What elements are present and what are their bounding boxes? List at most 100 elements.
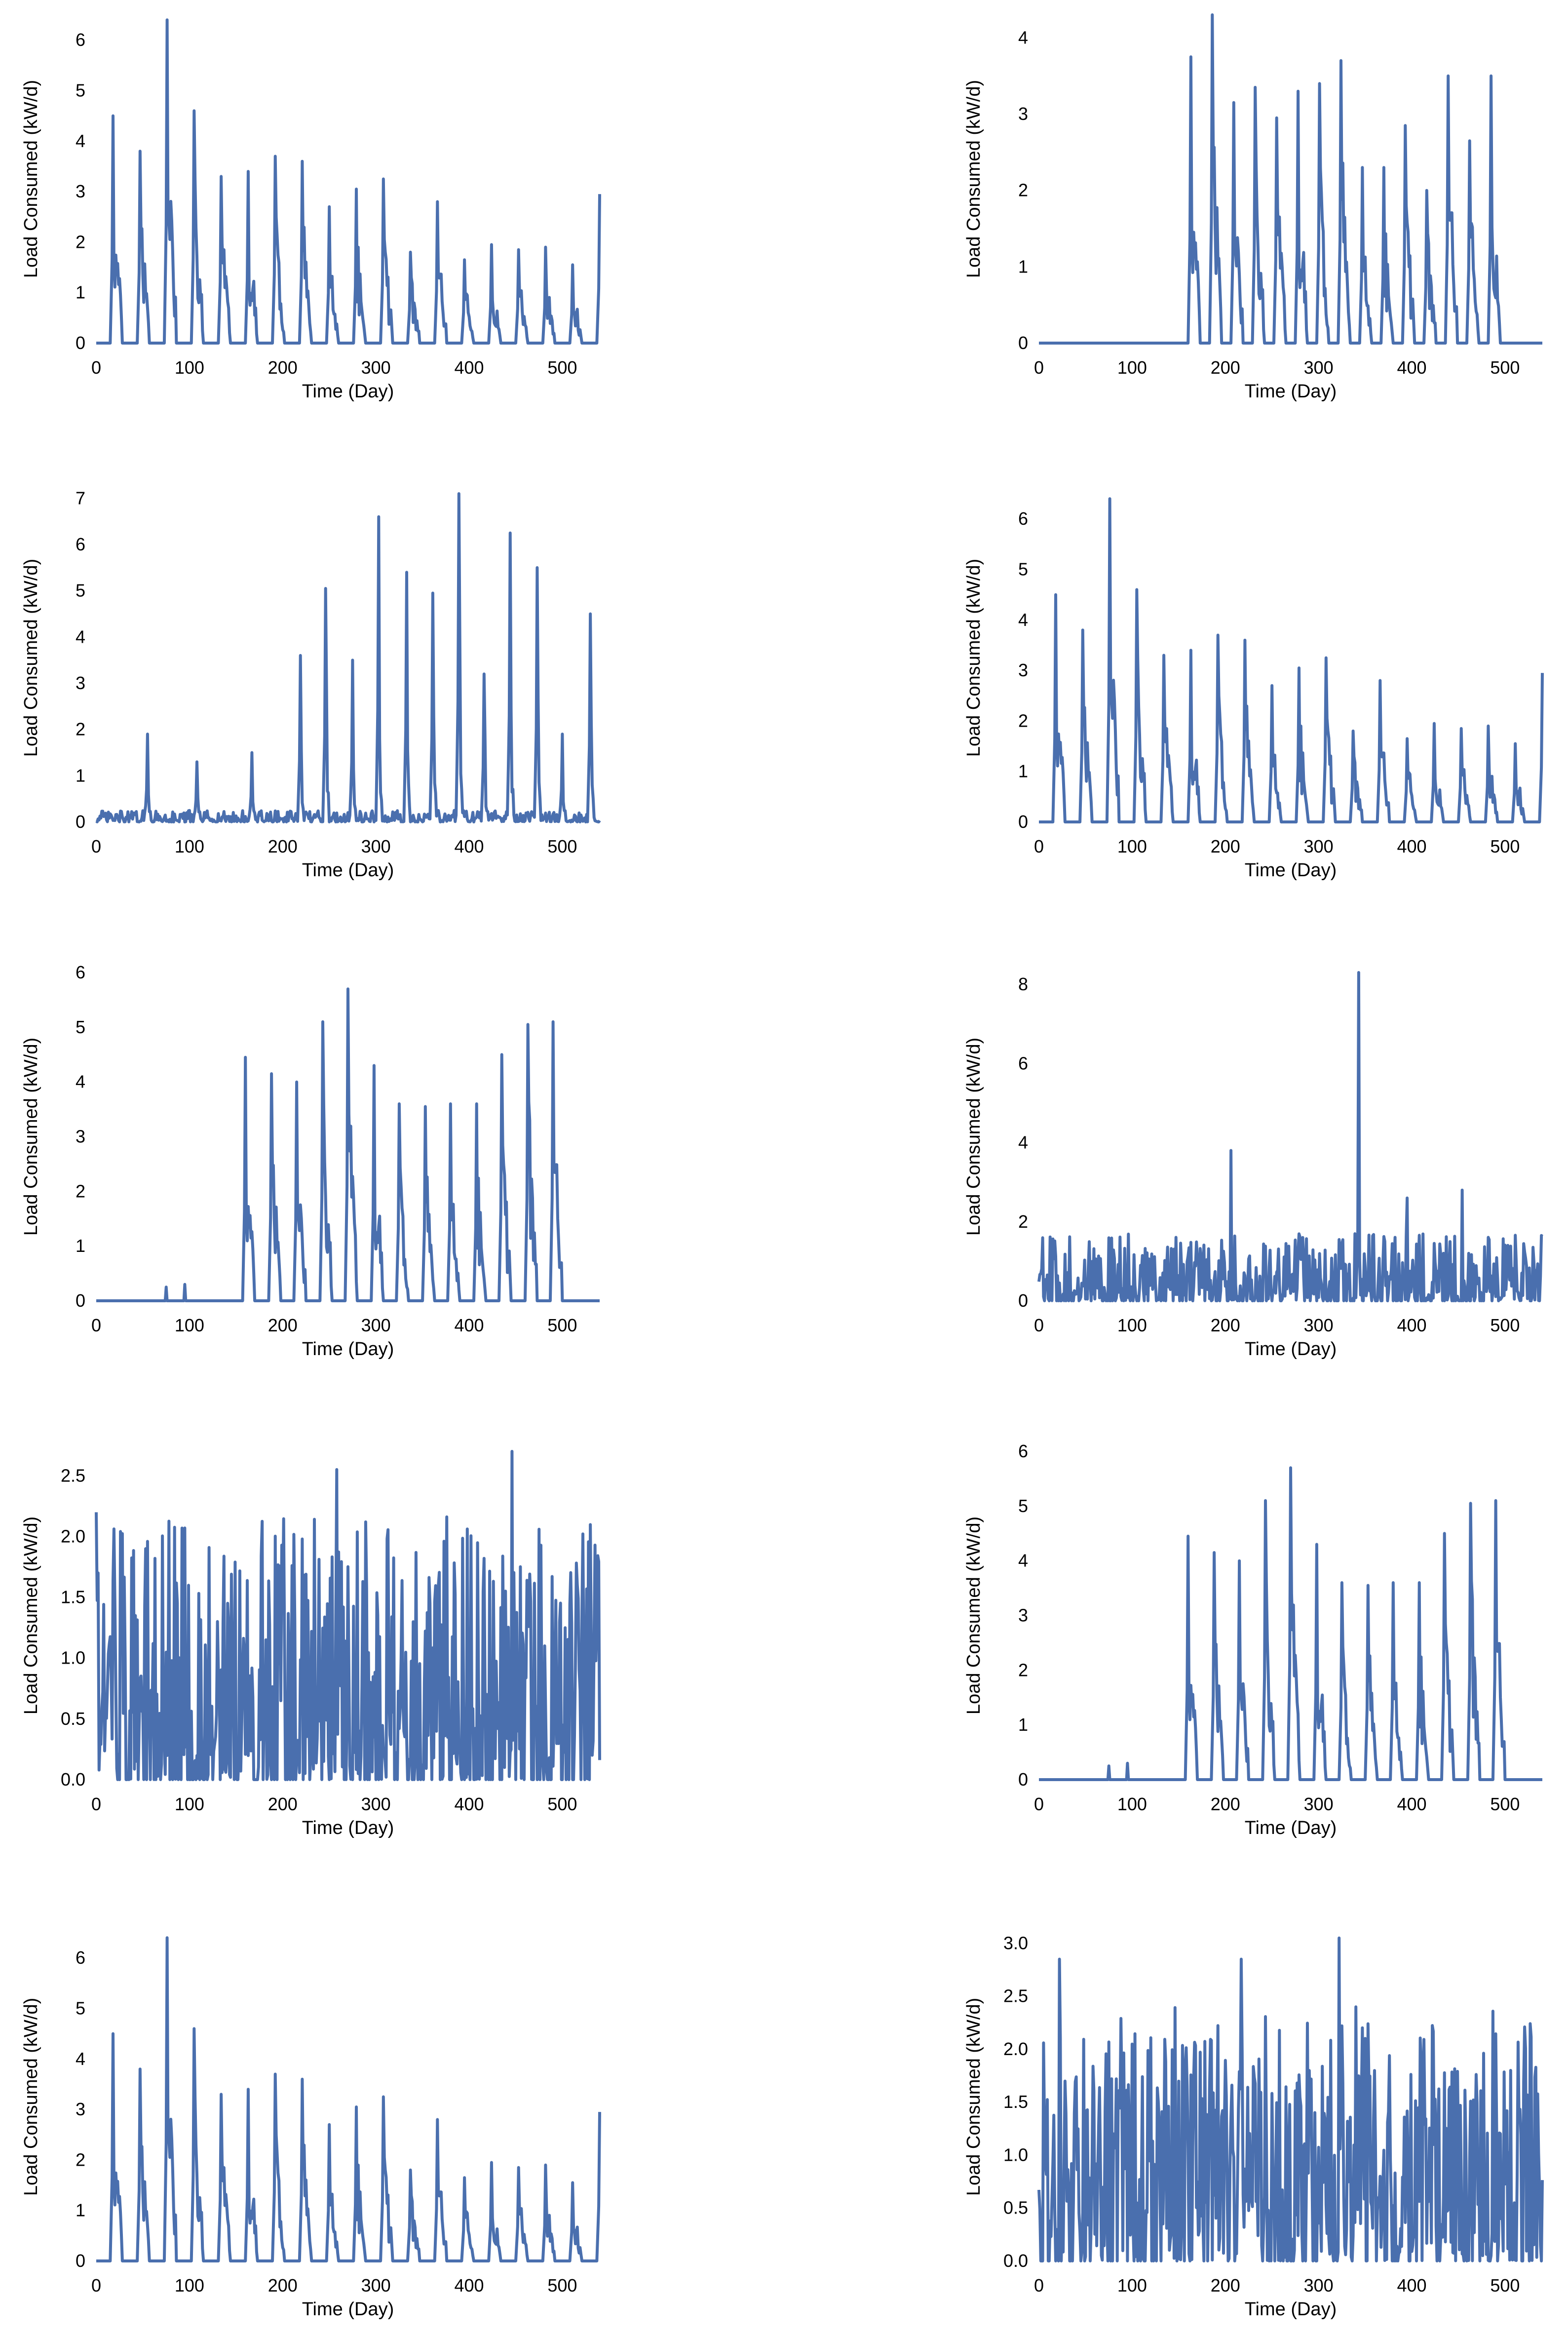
- x-tick-label: 300: [361, 1315, 391, 1335]
- x-tick-label: 400: [455, 836, 484, 856]
- y-tick-label: 1: [1018, 1714, 1028, 1735]
- y-tick-label: 0.5: [1003, 2198, 1028, 2218]
- y-axis-label: Load Consumed (kW/d): [21, 1998, 41, 2196]
- x-tick-label: 500: [547, 836, 577, 856]
- y-tick-label: 5: [76, 581, 85, 601]
- x-tick-label: 200: [268, 357, 298, 378]
- chart-panel-2: 0 1 2 3 4 0 100 200 300 400 500 Time (Day) Load Cons…: [963, 13, 1543, 402]
- y-tick-label: 5: [1018, 1496, 1028, 1516]
- y-tick-label: 0: [76, 812, 85, 832]
- x-tick-label: 0: [1034, 1315, 1044, 1335]
- x-tick-label: 0: [1034, 836, 1044, 856]
- y-tick-label: 4: [76, 626, 85, 647]
- y-tick-label: 3: [1018, 104, 1028, 124]
- y-tick-label: 2: [76, 719, 85, 739]
- x-tick-label: 0: [1034, 2275, 1044, 2296]
- series-line: [1038, 1466, 1543, 1781]
- x-tick-label: 100: [1117, 1315, 1147, 1335]
- y-axis-label: Load Consumed (kW/d): [963, 1038, 984, 1236]
- y-tick-label: 1: [76, 2200, 85, 2220]
- series-line: [1038, 497, 1544, 823]
- y-tick-label: 4: [1018, 610, 1028, 630]
- y-tick-label: 2.5: [1003, 1986, 1028, 2006]
- x-axis-label: Time (Day): [302, 2299, 394, 2320]
- y-tick-label: 2.0: [1003, 2039, 1028, 2059]
- y-tick-label: 0: [1018, 333, 1028, 353]
- x-tick-label: 500: [1490, 836, 1520, 856]
- x-axis-label: Time (Day): [1245, 860, 1337, 881]
- series-line: [95, 987, 601, 1302]
- chart-panel-8: 0 1 2 3 4 5 6 0 100 200 300 400 500 Time (Day) Load Co…: [963, 1441, 1543, 1838]
- x-tick-label: 200: [268, 1315, 298, 1335]
- y-tick-label: 0: [1018, 812, 1028, 832]
- x-axis-label: Time (Day): [302, 860, 394, 881]
- x-axis-label: Time (Day): [1245, 381, 1337, 402]
- y-axis-label: Load Consumed (kW/d): [963, 80, 984, 278]
- y-tick-label: 0.5: [61, 1709, 85, 1729]
- x-tick-label: 300: [361, 836, 391, 856]
- y-tick-label: 1.5: [61, 1587, 85, 1607]
- y-tick-label: 1: [76, 765, 85, 785]
- x-tick-label: 500: [1490, 2275, 1520, 2296]
- y-tick-label: 1: [1018, 761, 1028, 781]
- y-tick-label: 6: [76, 534, 85, 554]
- x-tick-label: 500: [547, 357, 577, 378]
- chart-panel-4: 0 1 2 3 4 5 6 0 100 200 300 400 500 Time (Day) Load Co…: [963, 497, 1544, 881]
- y-axis-label: Load Consumed (kW/d): [963, 1998, 984, 2196]
- series-line: [95, 1450, 601, 1781]
- x-tick-label: 0: [91, 357, 101, 378]
- x-axis-label: Time (Day): [302, 1339, 394, 1360]
- y-tick-label: 3: [76, 181, 85, 201]
- x-axis-label: Time (Day): [302, 381, 394, 402]
- y-tick-label: 1: [76, 1236, 85, 1256]
- chart-panel-3: 0 1 2 3 4 5 6 7 0 100 200 300 400 500 Time (Day) Load C…: [21, 488, 601, 881]
- y-tick-label: 4: [76, 131, 85, 151]
- y-axis-label: Load Consumed (kW/d): [21, 559, 41, 757]
- y-tick-label: 2.0: [61, 1526, 85, 1546]
- x-tick-label: 500: [1490, 357, 1520, 378]
- x-axis-label: Time (Day): [1245, 1339, 1337, 1360]
- x-tick-label: 300: [1304, 1315, 1334, 1335]
- x-axis-label: Time (Day): [302, 1818, 394, 1838]
- x-tick-label: 100: [1117, 357, 1147, 378]
- chart-panel-1: 0 1 2 3 4 5 6 0 100 200 300 400 500 Time (Day) Load Co…: [21, 18, 601, 402]
- x-tick-label: 200: [1211, 836, 1240, 856]
- y-tick-label: 4: [1018, 1132, 1028, 1153]
- x-tick-label: 400: [1397, 1794, 1427, 1814]
- series-line: [1037, 971, 1544, 1302]
- y-tick-label: 1: [76, 282, 85, 303]
- x-tick-label: 500: [1490, 1315, 1520, 1335]
- series-line: [1037, 1936, 1544, 2262]
- x-tick-label: 400: [1397, 357, 1427, 378]
- x-tick-label: 100: [175, 1315, 204, 1335]
- y-tick-label: 3: [1018, 1605, 1028, 1626]
- x-tick-label: 400: [1397, 836, 1427, 856]
- y-tick-label: 5: [76, 1017, 85, 1037]
- x-tick-label: 400: [455, 1315, 484, 1335]
- x-tick-label: 0: [91, 836, 101, 856]
- x-tick-label: 300: [361, 1794, 391, 1814]
- y-tick-label: 0.0: [61, 1769, 85, 1790]
- y-tick-label: 5: [76, 1998, 85, 2018]
- y-tick-label: 1: [1018, 256, 1028, 276]
- y-tick-label: 4: [1018, 27, 1028, 47]
- y-tick-label: 3.0: [1003, 1933, 1028, 1953]
- x-tick-label: 0: [91, 1315, 101, 1335]
- y-tick-label: 1.0: [61, 1648, 85, 1668]
- y-tick-label: 6: [76, 1947, 85, 1968]
- y-tick-label: 6: [1018, 1441, 1028, 1461]
- y-tick-label: 4: [1018, 1551, 1028, 1571]
- y-axis-label: Load Consumed (kW/d): [21, 1517, 41, 1714]
- y-tick-label: 8: [1018, 974, 1028, 994]
- series-line: [1038, 13, 1543, 345]
- x-tick-label: 300: [1304, 2275, 1334, 2296]
- x-tick-label: 100: [1117, 2275, 1147, 2296]
- y-tick-label: 5: [1018, 559, 1028, 579]
- x-tick-label: 100: [175, 836, 204, 856]
- x-tick-label: 100: [175, 2275, 204, 2296]
- series-line: [95, 492, 601, 823]
- x-tick-label: 200: [1211, 2275, 1240, 2296]
- y-tick-label: 5: [76, 80, 85, 100]
- y-tick-label: 3: [1018, 660, 1028, 680]
- y-tick-label: 0: [1018, 1769, 1028, 1790]
